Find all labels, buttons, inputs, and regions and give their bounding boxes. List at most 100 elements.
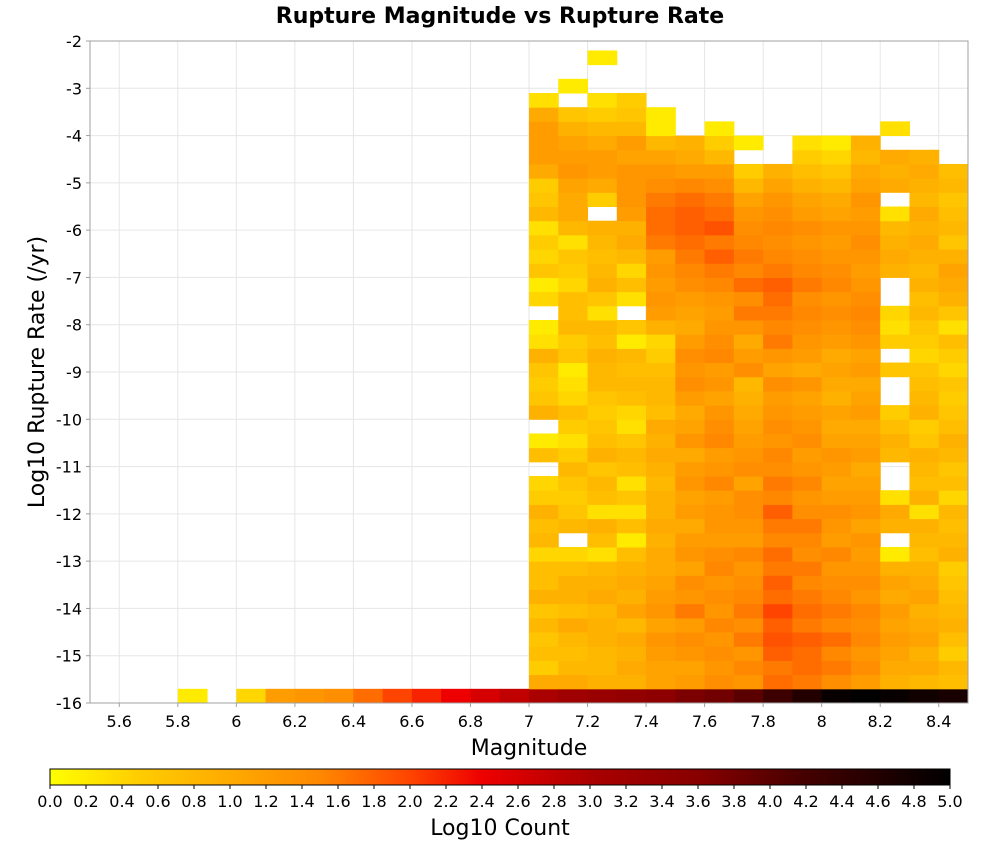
y-tick-label: -10 [56, 410, 82, 429]
heatmap-cell [411, 688, 442, 704]
heatmap-cell [880, 447, 910, 463]
heatmap-cell [880, 433, 910, 449]
heatmap-cell [616, 532, 647, 548]
heatmap-cell [821, 334, 852, 349]
heatmap-cell [821, 617, 852, 633]
heatmap-cell [938, 532, 969, 548]
heatmap-cell [909, 518, 940, 534]
heatmap-cell [792, 362, 823, 378]
heatmap-cell [880, 249, 910, 264]
heatmap-cell [938, 249, 969, 264]
heatmap-cell [558, 674, 589, 690]
heatmap-cell [675, 561, 706, 576]
heatmap-cell [529, 476, 559, 491]
heatmap-cell [587, 305, 618, 321]
heatmap-cell [909, 263, 940, 278]
heatmap-cell [558, 291, 589, 307]
heatmap-cell [382, 688, 413, 704]
heatmap-cell [616, 518, 647, 534]
heatmap-cell [587, 646, 618, 661]
heatmap-cell [587, 319, 618, 335]
heatmap-cell [880, 263, 910, 278]
heatmap-cell [529, 319, 559, 335]
heatmap-cell [616, 561, 647, 576]
heatmap-cell [880, 617, 910, 633]
heatmap-cell [880, 419, 910, 434]
colorbar-tick-label: 0.6 [145, 792, 170, 811]
heatmap-cell [529, 660, 559, 676]
heatmap-cell [529, 617, 559, 633]
heatmap-cell [529, 362, 559, 378]
heatmap-cell [675, 178, 706, 193]
heatmap-cell [938, 192, 969, 207]
heatmap-cell [909, 390, 940, 406]
heatmap-cell [616, 405, 647, 420]
heatmap-cell [909, 688, 940, 704]
heatmap-cell [646, 390, 676, 406]
heatmap-cell [938, 589, 969, 605]
heatmap-cell [704, 149, 735, 165]
heatmap-cell [792, 319, 823, 335]
heatmap-cell [558, 121, 589, 137]
heatmap-cell [938, 688, 969, 704]
heatmap-cell [909, 575, 940, 591]
heatmap-cell [938, 575, 969, 591]
heatmap-cell [792, 575, 823, 591]
heatmap-cell [177, 688, 208, 704]
heatmap-cell [850, 433, 881, 449]
heatmap-cell [938, 561, 969, 576]
heatmap-cell [763, 518, 793, 534]
heatmap-cell [587, 163, 618, 179]
heatmap-cell [763, 305, 793, 321]
heatmap-cell [792, 546, 823, 562]
colorbar-tick-label: 4.8 [901, 792, 926, 811]
heatmap-cell [821, 419, 852, 434]
heatmap-cell [909, 461, 940, 477]
heatmap-cell [587, 334, 618, 349]
heatmap-cell [558, 249, 589, 264]
heatmap-cell [646, 234, 676, 250]
heatmap-cell [587, 390, 618, 406]
heatmap-cell [587, 50, 618, 66]
heatmap-cell [704, 277, 735, 293]
heatmap-cell [733, 561, 764, 576]
heatmap-cell [792, 348, 823, 364]
heatmap-cell [763, 277, 793, 293]
heatmap-cell [792, 518, 823, 534]
heatmap-cell [733, 405, 764, 420]
heatmap-cell [529, 163, 559, 179]
heatmap-cell [587, 291, 618, 307]
heatmap-cell [763, 575, 793, 591]
heatmap-cell [850, 561, 881, 576]
heatmap-cell [675, 305, 706, 321]
heatmap-cell [529, 249, 559, 264]
heatmap-cell [704, 603, 735, 619]
colorbar-tick-label: 0.8 [181, 792, 206, 811]
colorbar-tick-label: 2.6 [505, 792, 530, 811]
heatmap-cell [763, 192, 793, 207]
heatmap-cell [733, 362, 764, 378]
heatmap-cell [675, 688, 706, 704]
heatmap-cell [529, 447, 559, 463]
heatmap-cell [675, 632, 706, 647]
heatmap-cell [938, 603, 969, 619]
heatmap-cell [675, 546, 706, 562]
heatmap-cell [675, 674, 706, 690]
y-tick-label: -16 [56, 694, 82, 713]
heatmap-cell [704, 220, 735, 236]
heatmap-cell [850, 348, 881, 364]
heatmap-cell [441, 688, 471, 704]
heatmap-cell [558, 518, 589, 534]
heatmap-cell [938, 476, 969, 491]
heatmap-cell [529, 291, 559, 307]
heatmap-cell [938, 348, 969, 364]
heatmap-cell [821, 163, 852, 179]
heatmap-cell [733, 376, 764, 392]
heatmap-cell [792, 376, 823, 392]
heatmap-cell [733, 546, 764, 562]
heatmap-cell [909, 632, 940, 647]
heatmap-cell [850, 376, 881, 392]
heatmap-cell [792, 305, 823, 321]
colorbar-title: Log10 Count [430, 816, 570, 841]
heatmap-cell [733, 632, 764, 647]
